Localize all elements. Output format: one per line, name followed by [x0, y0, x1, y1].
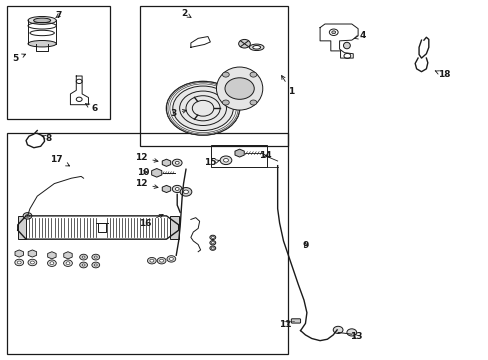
Circle shape: [28, 259, 37, 266]
Circle shape: [223, 158, 228, 162]
Text: 11: 11: [278, 320, 291, 329]
Circle shape: [76, 79, 82, 84]
Circle shape: [183, 190, 188, 194]
Ellipse shape: [28, 41, 56, 47]
Ellipse shape: [252, 45, 260, 49]
Circle shape: [66, 262, 70, 265]
Text: 12: 12: [135, 179, 158, 188]
Circle shape: [157, 257, 165, 264]
Text: 15: 15: [203, 158, 219, 167]
Circle shape: [220, 156, 231, 165]
Circle shape: [159, 259, 163, 262]
Text: 10: 10: [137, 168, 149, 177]
Circle shape: [23, 213, 32, 219]
Circle shape: [346, 329, 356, 336]
Circle shape: [238, 40, 250, 48]
Circle shape: [329, 29, 337, 36]
Ellipse shape: [34, 18, 51, 23]
Bar: [6, 134, 288, 354]
Circle shape: [147, 257, 156, 264]
Circle shape: [166, 256, 175, 262]
Circle shape: [169, 257, 173, 260]
Bar: [140, 6, 288, 146]
Bar: [170, 216, 178, 239]
Text: 6: 6: [85, 104, 97, 113]
Text: 1: 1: [281, 76, 294, 95]
Circle shape: [222, 100, 229, 105]
Circle shape: [80, 262, 87, 268]
Text: 2: 2: [181, 9, 191, 18]
Circle shape: [343, 53, 350, 58]
Circle shape: [222, 72, 229, 77]
Circle shape: [211, 236, 214, 238]
Text: 17: 17: [50, 155, 69, 166]
Circle shape: [209, 240, 215, 245]
FancyBboxPatch shape: [291, 319, 300, 323]
Circle shape: [47, 260, 56, 266]
Circle shape: [209, 235, 215, 239]
Circle shape: [166, 81, 239, 135]
Circle shape: [172, 86, 233, 131]
Circle shape: [94, 256, 97, 258]
Circle shape: [224, 78, 254, 99]
Circle shape: [249, 100, 256, 105]
Ellipse shape: [343, 42, 349, 49]
Ellipse shape: [216, 67, 262, 110]
Circle shape: [331, 31, 335, 34]
Circle shape: [63, 260, 72, 266]
Ellipse shape: [28, 17, 56, 24]
Text: 12: 12: [135, 153, 158, 162]
Text: 3: 3: [170, 109, 186, 118]
Circle shape: [50, 262, 54, 265]
Circle shape: [172, 185, 182, 193]
Circle shape: [30, 261, 34, 264]
Text: 4: 4: [353, 31, 365, 40]
Circle shape: [209, 246, 215, 250]
Circle shape: [15, 259, 23, 266]
Circle shape: [80, 254, 87, 260]
Circle shape: [172, 159, 182, 166]
Circle shape: [94, 264, 97, 266]
Circle shape: [92, 254, 100, 260]
Circle shape: [82, 264, 85, 266]
Circle shape: [76, 97, 82, 102]
Circle shape: [211, 247, 214, 249]
Text: 14: 14: [258, 151, 271, 160]
Ellipse shape: [249, 44, 264, 50]
Circle shape: [180, 188, 191, 196]
Circle shape: [82, 256, 85, 258]
Text: 9: 9: [302, 241, 308, 250]
Bar: [18, 216, 26, 239]
Text: 13: 13: [350, 332, 362, 341]
Circle shape: [25, 215, 29, 217]
Text: 8: 8: [42, 134, 52, 143]
Circle shape: [150, 259, 154, 262]
Text: 18: 18: [434, 71, 450, 80]
Circle shape: [175, 188, 179, 190]
Bar: [6, 6, 110, 119]
Circle shape: [332, 326, 342, 333]
Text: 16: 16: [139, 215, 163, 228]
Circle shape: [17, 261, 21, 264]
Circle shape: [92, 262, 100, 268]
Circle shape: [211, 242, 214, 244]
Bar: [211, 145, 267, 167]
Circle shape: [249, 72, 256, 77]
Circle shape: [175, 161, 179, 164]
Text: 7: 7: [55, 11, 61, 20]
Text: 5: 5: [12, 54, 25, 63]
